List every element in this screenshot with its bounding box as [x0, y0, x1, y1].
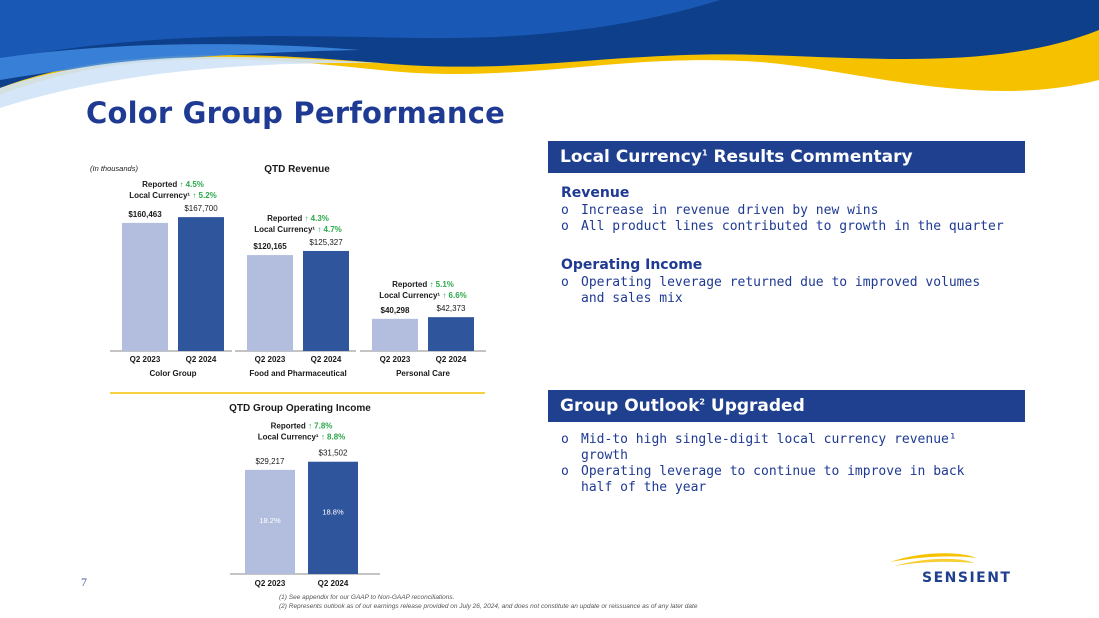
x-tick-label: Q2 2024 [318, 579, 349, 588]
outlook-header-sup: 2 [699, 397, 705, 407]
revenue-bar [122, 222, 168, 351]
revenue-bar [303, 250, 349, 351]
operating-income-bullet: o Operating leverage returned due to impr… [561, 275, 981, 306]
x-tick-label: Q2 2024 [436, 355, 467, 364]
commentary-header-rest: Results Commentary [707, 147, 913, 167]
commentary-header-sup: 1 [701, 148, 708, 158]
bar-value-label: $167,700 [184, 204, 218, 213]
operating-margin-label: 18.2% [259, 516, 281, 525]
operating-income-bar [308, 461, 358, 574]
bar-value-label: $40,298 [381, 306, 410, 315]
x-tick-label: Q2 2023 [255, 355, 286, 364]
bar-value-label: $160,463 [128, 210, 162, 219]
operating-income-bullets: o Operating leverage returned due to impr… [561, 275, 991, 307]
local-currency-growth-label: Local Currency¹ ↑ 4.7% [254, 225, 342, 234]
x-tick-label: Q2 2024 [311, 355, 342, 364]
local-currency-growth-label: Local Currency¹ ↑ 6.6% [379, 291, 467, 300]
operating-income-section-title: Operating Income [561, 257, 703, 273]
revenue-chart-title: QTD Revenue [264, 164, 330, 175]
group-label: Color Group [149, 369, 196, 378]
revenue-bullets: o Increase in revenue driven by new wins … [561, 203, 1011, 235]
sensient-logo: SENSIENT [890, 553, 1012, 586]
revenue-bullet-text: All product lines contributed to growth … [581, 219, 1004, 234]
group-label: Personal Care [396, 369, 450, 378]
outlook-header-text: Group Outlook [560, 396, 700, 416]
commentary-header: Local Currency1 Results Commentary [548, 141, 1025, 173]
bar-value-label: $42,373 [437, 304, 466, 313]
local-currency-growth-label: Local Currency¹ ↑ 8.8% [258, 433, 346, 442]
bar-value-label: $125,327 [309, 238, 343, 247]
commentary-header-text: Local Currency [560, 147, 702, 167]
x-tick-label: Q2 2023 [130, 355, 161, 364]
operating-income-bar [245, 469, 295, 574]
x-tick-label: Q2 2024 [186, 355, 217, 364]
operating-income-bullet-text: Operating leverage returned due to impro… [581, 275, 981, 306]
logo-text: SENSIENT [922, 570, 1012, 586]
reported-growth-label: Reported ↑ 4.5% [142, 180, 204, 189]
revenue-bullet: o All product lines contributed to growth… [561, 219, 1004, 234]
revenue-section-title: Revenue [561, 185, 630, 201]
units-note: (In thousands) [90, 164, 138, 173]
reported-growth-label: Reported ↑ 7.8% [271, 422, 333, 431]
local-currency-growth-label: Local Currency¹ ↑ 5.2% [129, 191, 217, 200]
bar-value-label: $31,502 [319, 449, 348, 458]
header-wave-decoration [0, 0, 1099, 108]
footnote-1: (1) See appendix for our GAAP to Non-GAA… [279, 594, 455, 601]
outlook-bullet: o Mid-to high single-digit local currency… [561, 432, 957, 463]
outlook-bullets: o Mid-to high single-digit local currency… [561, 432, 1001, 496]
outlook-bullet-text: Mid-to high single-digit local currency … [581, 432, 957, 463]
reported-growth-label: Reported ↑ 5.1% [392, 280, 454, 289]
revenue-bar [178, 217, 224, 351]
x-tick-label: Q2 2023 [255, 579, 286, 588]
outlook-header: Group Outlook2 Upgraded [548, 390, 1025, 422]
revenue-bullet-text: Increase in revenue driven by new wins [581, 203, 879, 218]
operating-income-chart-title: QTD Group Operating Income [229, 403, 371, 414]
reported-growth-label: Reported ↑ 4.3% [267, 214, 329, 223]
operating-margin-label: 18.8% [322, 508, 344, 517]
group-label: Food and Pharmaceutical [249, 369, 346, 378]
page-number: 7 [81, 575, 87, 589]
revenue-bar [372, 318, 418, 351]
footnote-2: (2) Represents outlook as of our earning… [279, 603, 698, 610]
revenue-bullet: o Increase in revenue driven by new wins [561, 203, 879, 218]
outlook-bullet-text: Operating leverage to continue to improv… [581, 464, 965, 495]
slide-title: Color Group Performance [86, 96, 505, 130]
bar-value-label: $120,165 [253, 242, 287, 251]
revenue-bar [428, 317, 474, 351]
bar-value-label: $29,217 [256, 457, 285, 466]
outlook-header-rest: Upgraded [704, 396, 805, 416]
revenue-bar [247, 255, 293, 351]
x-tick-label: Q2 2023 [380, 355, 411, 364]
outlook-bullet: o Operating leverage to continue to impro… [561, 464, 965, 495]
